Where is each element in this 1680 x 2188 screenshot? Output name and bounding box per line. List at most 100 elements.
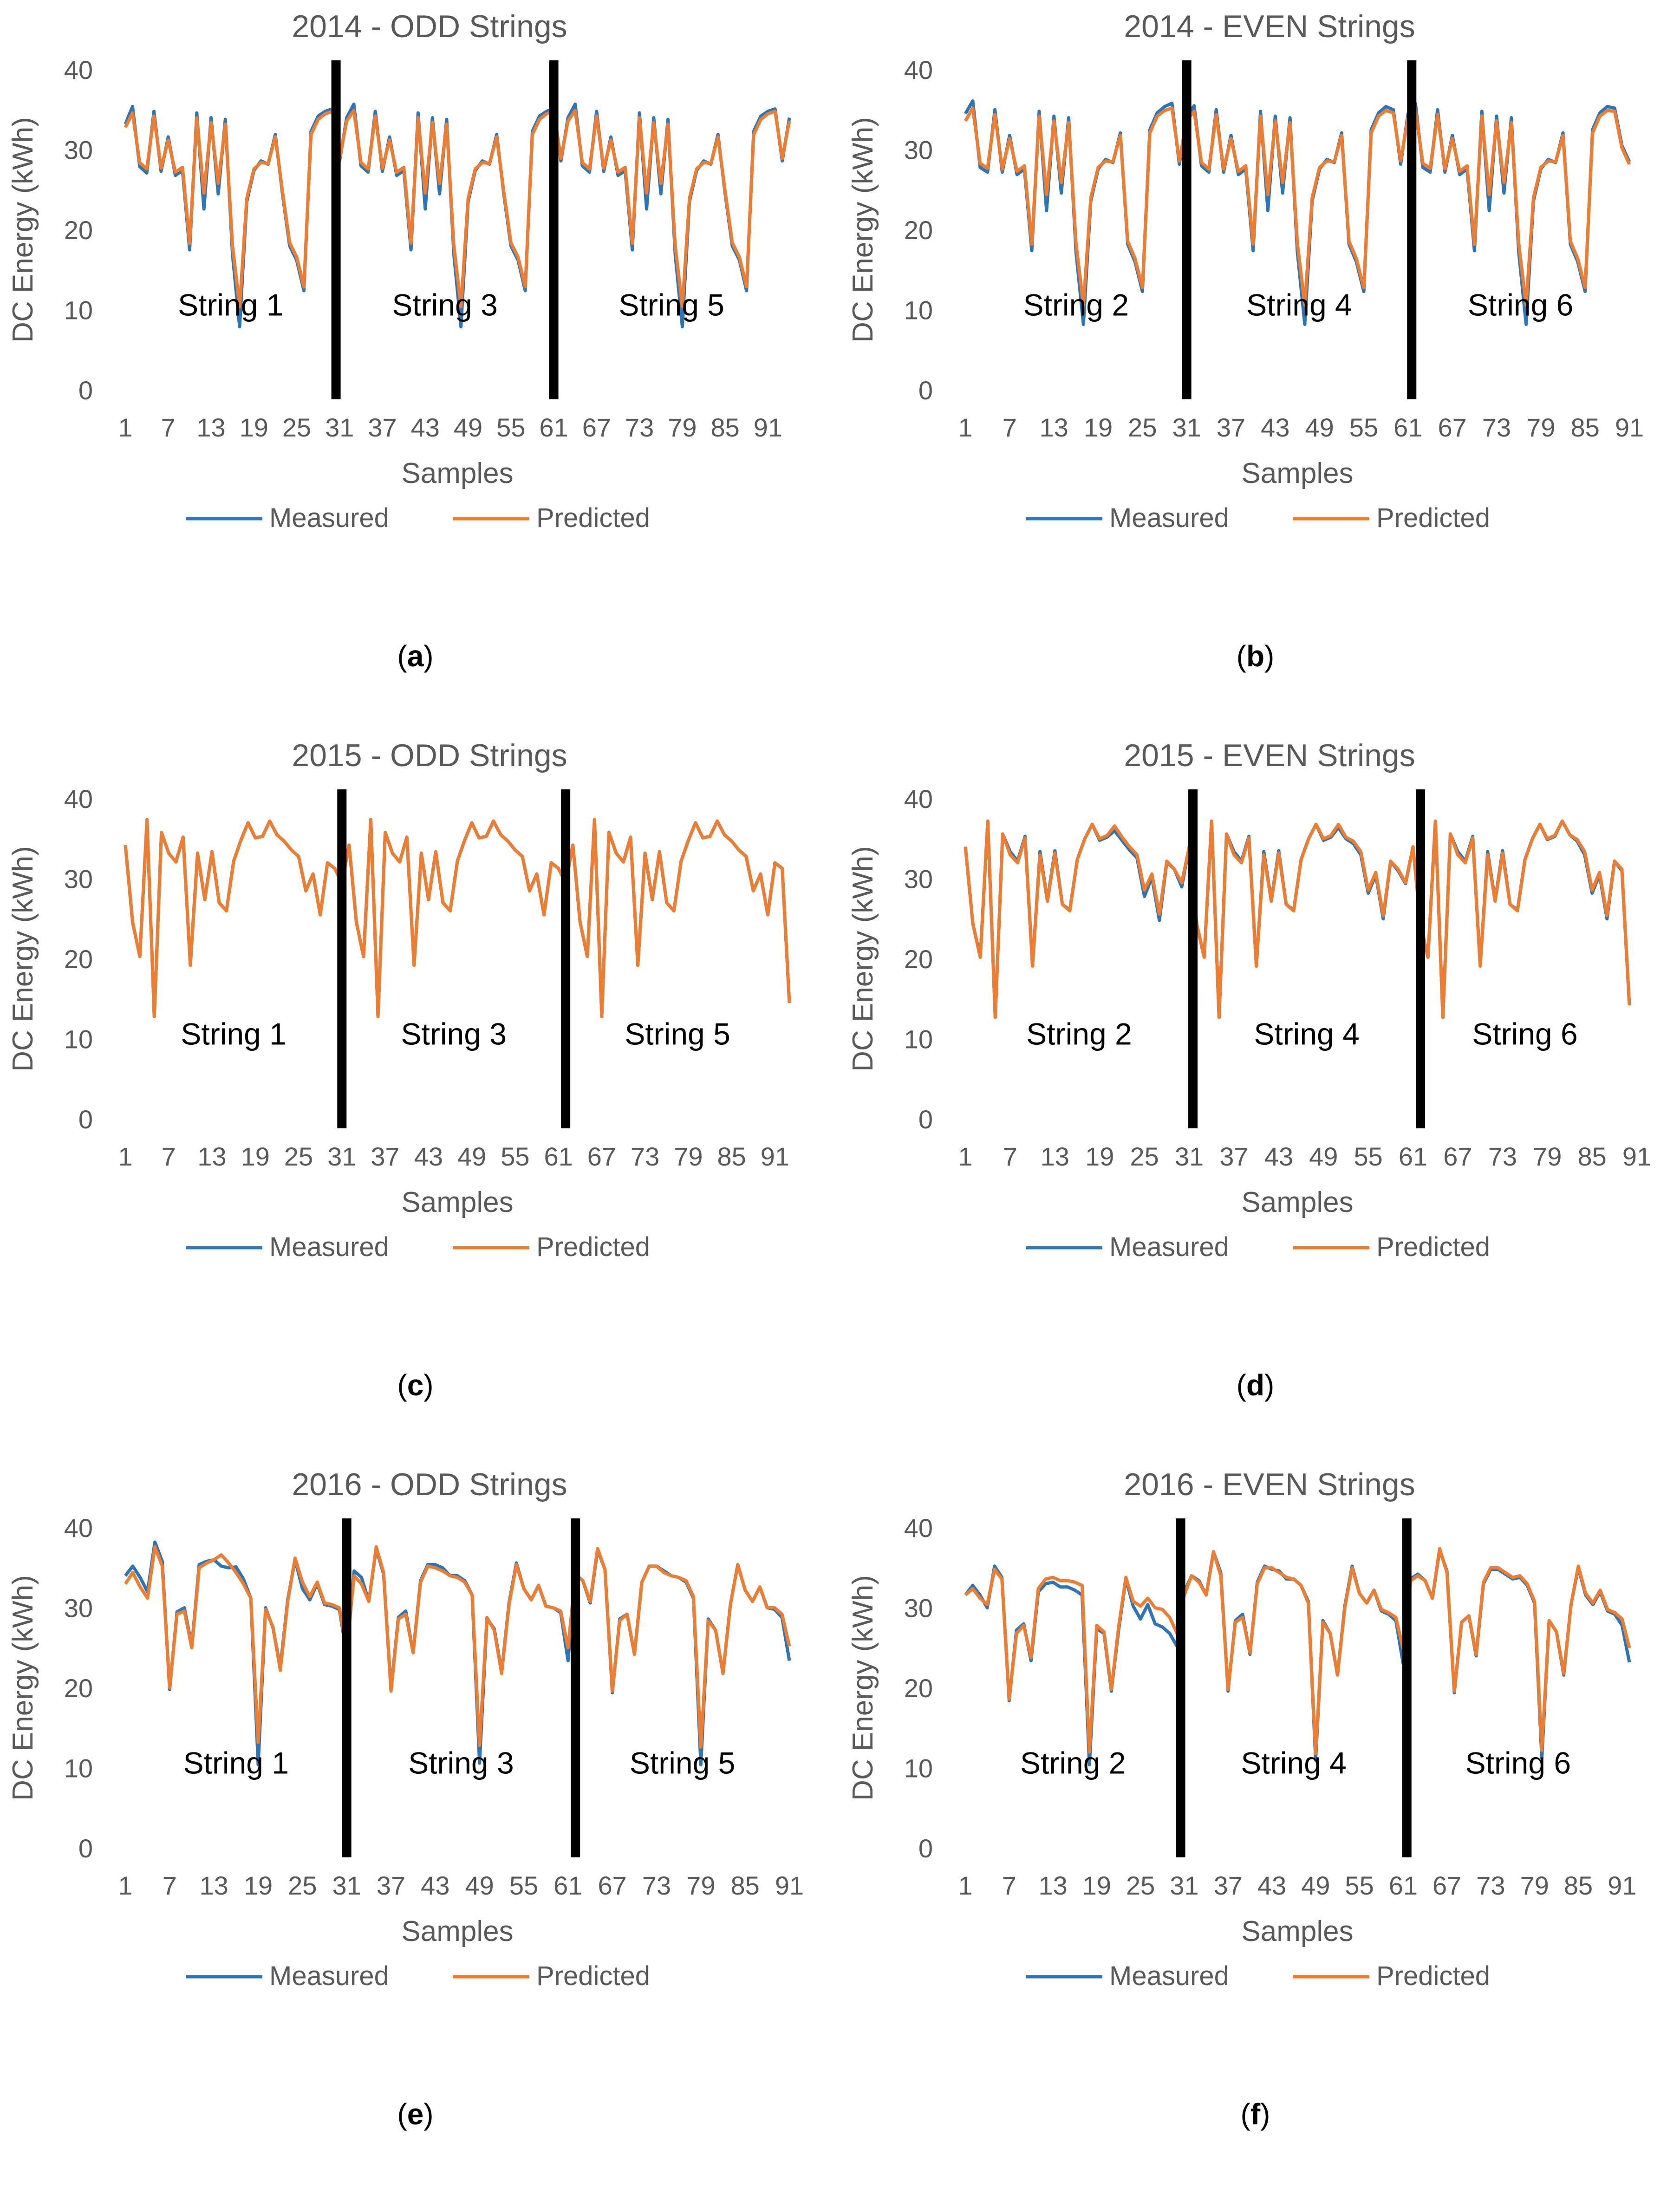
y-axis-label: DC Energy (kWh) <box>847 117 879 343</box>
x-tick-label: 13 <box>200 1871 228 1900</box>
series-line-predicted <box>124 818 791 1018</box>
x-tick-label: 43 <box>1257 1871 1286 1900</box>
chart-panel-e: 2016 - ODD Strings DC Energy (kWh) 0 10 20 30… <box>0 1458 840 2187</box>
x-tick-label: 85 <box>710 413 739 442</box>
string-label: String 6 <box>1472 1017 1577 1051</box>
legend-label-predicted: Predicted <box>1376 503 1490 533</box>
x-tick-label: 1 <box>118 1142 132 1171</box>
x-tick-label: 91 <box>754 413 782 442</box>
x-tick-label: 67 <box>1443 1142 1472 1171</box>
series-line-predicted <box>964 1547 1631 1755</box>
x-tick-label: 43 <box>411 413 440 442</box>
y-tick-label: 10 <box>64 296 93 325</box>
x-tick-label: 73 <box>1476 1871 1505 1900</box>
x-tick-label: 37 <box>1214 1871 1243 1900</box>
string-label: String 4 <box>1241 1746 1346 1780</box>
panel-caption: (c) <box>397 1368 433 1402</box>
y-axis-label: DC Energy (kWh) <box>847 1575 879 1801</box>
x-tick-label: 49 <box>454 413 482 442</box>
x-tick-label: 25 <box>284 1142 313 1171</box>
x-tick-label: 61 <box>1399 1142 1427 1171</box>
x-tick-label: 31 <box>1170 1871 1198 1900</box>
x-tick-label: 85 <box>1564 1871 1593 1900</box>
x-tick-label: 31 <box>332 1871 361 1900</box>
x-tick-label: 31 <box>327 1142 356 1171</box>
y-tick-label: 20 <box>64 1674 93 1703</box>
string-label: String 4 <box>1246 288 1352 322</box>
legend-label-predicted: Predicted <box>536 503 650 533</box>
legend-label-measured: Measured <box>269 1232 389 1262</box>
x-tick-label: 91 <box>761 1142 789 1171</box>
x-tick-label: 31 <box>1175 1142 1204 1171</box>
x-tick-label: 7 <box>163 1871 177 1900</box>
y-tick-label: 20 <box>904 944 933 974</box>
y-tick-label: 10 <box>64 1754 93 1783</box>
x-tick-label: 7 <box>162 1142 176 1171</box>
y-tick-label: 30 <box>64 865 93 894</box>
legend-label-predicted: Predicted <box>1376 1232 1490 1262</box>
legend-label-predicted: Predicted <box>536 1232 650 1262</box>
panel-caption: (f) <box>1241 2097 1270 2131</box>
chart-panel-c: 2015 - ODD Strings DC Energy (kWh) 0 10 20 30… <box>0 729 840 1458</box>
x-tick-label: 85 <box>1578 1142 1607 1171</box>
chart-panel-b: 2014 - EVEN Strings DC Energy (kWh) 0 10 20 3… <box>840 0 1680 729</box>
y-tick-label: 30 <box>64 136 93 165</box>
x-tick-label: 55 <box>1345 1871 1374 1900</box>
series-line-measured <box>124 102 791 329</box>
chart-title: 2015 - ODD Strings <box>292 738 567 773</box>
x-axis-label: Samples <box>401 1186 513 1218</box>
y-tick-label: 0 <box>78 1834 93 1863</box>
y-tick-label: 0 <box>78 376 93 405</box>
x-tick-label: 19 <box>244 1871 273 1900</box>
x-tick-label: 13 <box>197 1142 226 1171</box>
x-tick-label: 49 <box>457 1142 486 1171</box>
x-tick-label: 49 <box>1305 413 1334 442</box>
x-tick-label: 13 <box>1038 1871 1067 1900</box>
x-tick-label: 73 <box>1482 413 1511 442</box>
x-tick-label: 73 <box>642 1871 671 1900</box>
legend-label-predicted: Predicted <box>536 1961 650 1991</box>
y-tick-label: 30 <box>904 865 933 894</box>
x-tick-label: 73 <box>631 1142 659 1171</box>
y-tick-label: 20 <box>64 215 93 245</box>
x-tick-label: 61 <box>1389 1871 1418 1900</box>
x-tick-label: 7 <box>1003 413 1017 442</box>
x-tick-label: 55 <box>496 413 525 442</box>
x-tick-label: 91 <box>1622 1142 1651 1171</box>
series-line-measured <box>124 818 791 1018</box>
x-tick-label: 37 <box>368 413 397 442</box>
y-tick-label: 40 <box>64 784 93 814</box>
string-label: String 1 <box>181 1017 286 1051</box>
legend-label-measured: Measured <box>1109 503 1229 533</box>
y-tick-label: 0 <box>78 1105 93 1134</box>
x-tick-label: 25 <box>288 1871 317 1900</box>
string-label: String 2 <box>1020 1746 1126 1780</box>
series-line-predicted <box>964 106 1631 307</box>
chart-svg: 2016 - EVEN Strings DC Energy (kWh) 0 10 20 3… <box>847 1467 1636 2131</box>
x-tick-label: 7 <box>161 413 176 442</box>
x-tick-label: 73 <box>625 413 654 442</box>
string-label: String 3 <box>408 1746 514 1780</box>
x-tick-label: 1 <box>118 1871 132 1900</box>
x-tick-label: 43 <box>1261 413 1289 442</box>
y-tick-label: 40 <box>904 55 933 85</box>
x-tick-label: 19 <box>240 413 268 442</box>
legend-label-measured: Measured <box>269 1961 389 1991</box>
chart-title: 2016 - EVEN Strings <box>1124 1467 1415 1502</box>
x-tick-label: 31 <box>325 413 354 442</box>
x-tick-label: 55 <box>501 1142 529 1171</box>
x-tick-label: 79 <box>686 1871 715 1900</box>
y-tick-label: 20 <box>64 944 93 974</box>
x-tick-label: 1 <box>958 1142 972 1171</box>
x-tick-label: 43 <box>414 1142 443 1171</box>
x-tick-label: 79 <box>1533 1142 1562 1171</box>
y-tick-label: 40 <box>64 1513 93 1543</box>
x-tick-label: 37 <box>377 1871 405 1900</box>
y-tick-label: 20 <box>904 215 933 245</box>
x-axis-label: Samples <box>1241 1915 1353 1947</box>
x-tick-label: 25 <box>1130 1142 1159 1171</box>
chart-svg: 2015 - EVEN Strings DC Energy (kWh) 0 10 20 3… <box>847 738 1651 1402</box>
x-tick-label: 67 <box>598 1871 627 1900</box>
series-line-predicted <box>124 109 791 309</box>
x-tick-label: 7 <box>1003 1142 1017 1171</box>
